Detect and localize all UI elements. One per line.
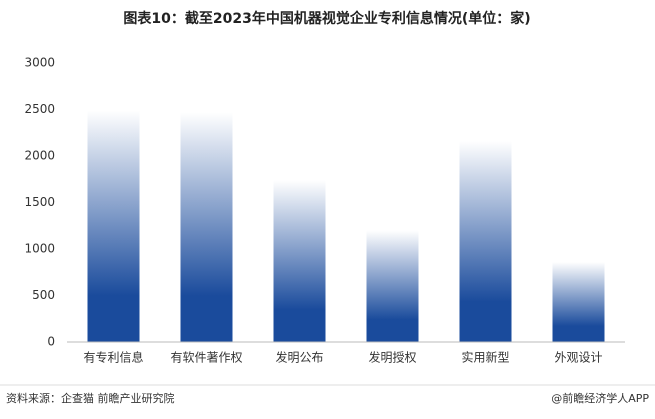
credit-note: @前瞻经济学人APP: [551, 391, 649, 405]
x-tick-label: 有软件著作权: [170, 351, 242, 365]
y-tick-label: 0: [47, 335, 55, 349]
x-tick-label: 发明授权: [368, 350, 416, 365]
bar: [552, 262, 605, 342]
bar: [273, 180, 326, 342]
bar: [459, 141, 512, 342]
x-tick-label: 实用新型: [461, 350, 509, 365]
y-tick-label: 2500: [24, 102, 55, 116]
bar: [180, 112, 233, 342]
chart-title: 图表10：截至2023年中国机器视觉企业专利信息情况(单位：家): [123, 10, 530, 27]
y-tick-label: 500: [32, 288, 55, 302]
y-tick-label: 2000: [24, 149, 55, 163]
y-tick-label: 1500: [24, 195, 55, 209]
x-tick-label: 外观设计: [554, 351, 602, 365]
source-note: 资料来源：企查猫 前瞻产业研究院: [6, 391, 175, 405]
bar: [87, 110, 140, 343]
x-tick-label: 有专利信息: [83, 350, 143, 365]
y-tick-label: 1000: [24, 242, 55, 256]
y-tick-label: 3000: [24, 56, 55, 70]
bar: [366, 230, 419, 342]
x-tick-label: 发明公布: [275, 350, 323, 365]
